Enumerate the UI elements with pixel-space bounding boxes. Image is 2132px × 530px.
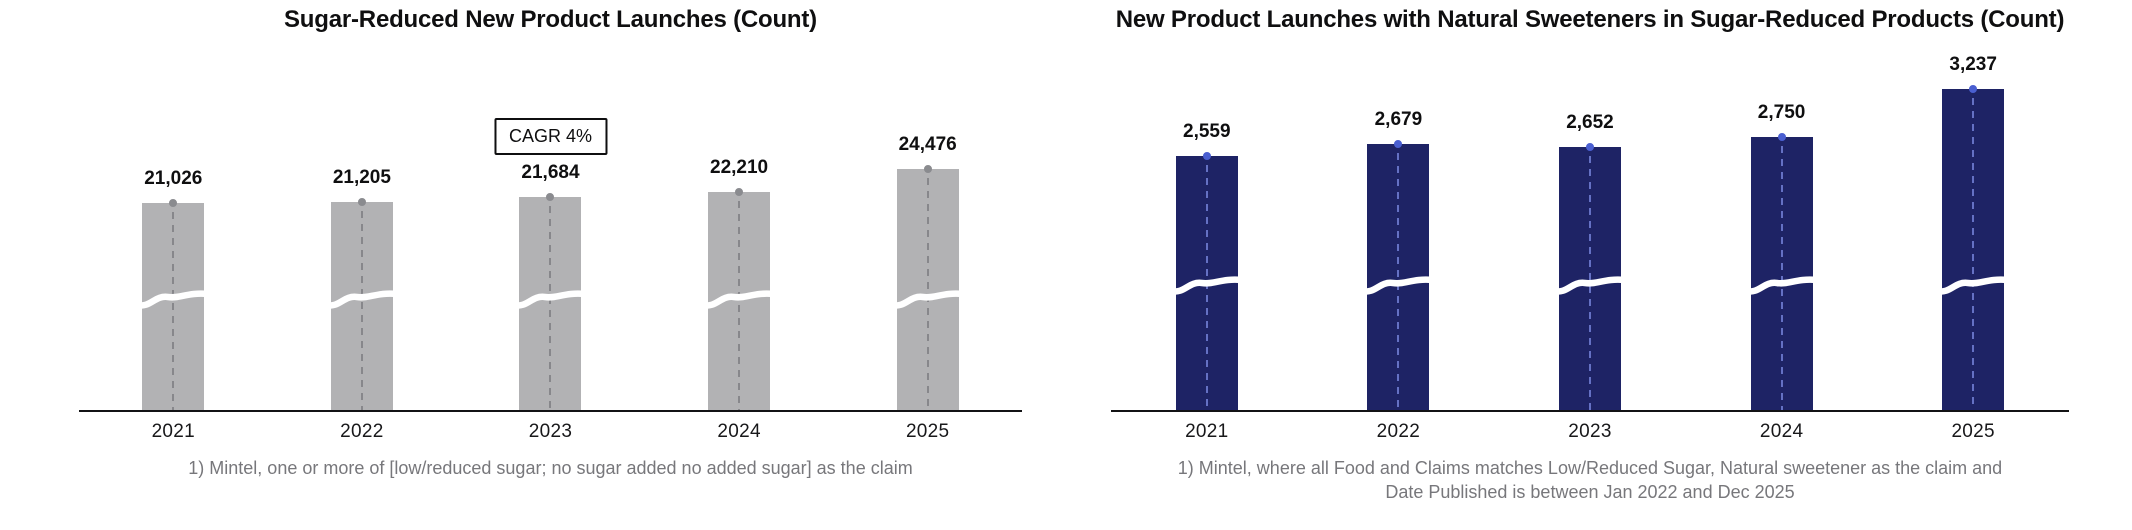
data-point-marker-icon bbox=[169, 199, 178, 207]
data-point-marker-icon bbox=[1202, 152, 1211, 160]
x-axis-label: 2022 bbox=[340, 421, 384, 442]
chart-title: Sugar-Reduced New Product Launches (Coun… bbox=[284, 6, 817, 33]
footnote-line: 1) Mintel, one or more of [low/reduced s… bbox=[188, 458, 913, 478]
bar bbox=[1554, 143, 1626, 411]
bar-group: 21,205 bbox=[268, 0, 457, 411]
bar bbox=[703, 188, 775, 411]
bar-value-label: 21,026 bbox=[144, 168, 203, 189]
bar-group: 21,684 bbox=[456, 0, 645, 411]
bar-value-label: 3,237 bbox=[1949, 54, 1997, 75]
data-point-marker-icon bbox=[1394, 140, 1403, 148]
bar-group: 22,210 bbox=[645, 0, 834, 411]
x-axis-label: 2025 bbox=[905, 421, 950, 442]
x-axis-line bbox=[1111, 410, 2069, 412]
chart-footnote: 1) Mintel, one or more of [low/reduced s… bbox=[79, 457, 1022, 481]
bar-group: 24,476 bbox=[833, 0, 1022, 411]
data-point-marker-icon bbox=[1777, 133, 1786, 141]
bar bbox=[1362, 140, 1434, 411]
x-axis-line bbox=[79, 410, 1022, 412]
cagr-annotation-box: CAGR 4% bbox=[493, 118, 608, 155]
footnote-line: Date Published is between Jan 2022 and D… bbox=[1385, 481, 1795, 502]
plot-area: 2,559 2,679 2,652 2,750 3,237 bbox=[1111, 0, 2069, 411]
chart-footnote: 1) Mintel, where all Food and Claims mat… bbox=[1111, 457, 2069, 505]
bar bbox=[326, 198, 398, 411]
x-axis-label: 2021 bbox=[1185, 421, 1229, 442]
bar-value-label: 24,476 bbox=[898, 134, 957, 155]
bar-value-label: 21,684 bbox=[521, 162, 580, 183]
x-axis-labels: 2021 2022 2023 2024 2025 bbox=[1111, 421, 2069, 443]
x-axis-labels: 2021 2022 2023 2024 2025 bbox=[79, 421, 1022, 443]
data-point-marker-icon bbox=[1969, 85, 1978, 93]
x-axis-label: 2021 bbox=[151, 421, 196, 442]
bar bbox=[1745, 133, 1817, 411]
center-dashed-line bbox=[1972, 98, 1975, 411]
x-axis-label: 2022 bbox=[1376, 421, 1421, 442]
chart-natural-sweetener-launches: New Product Launches with Natural Sweete… bbox=[1111, 0, 2069, 530]
center-dashed-line bbox=[549, 206, 552, 411]
bar bbox=[891, 165, 963, 411]
x-axis-label: 2023 bbox=[1568, 421, 1612, 442]
x-axis-label: 2024 bbox=[1759, 421, 1804, 442]
bar-value-label: 2,750 bbox=[1757, 102, 1806, 123]
bar-value-label: 2,679 bbox=[1374, 109, 1423, 130]
bar-value-label: 21,205 bbox=[332, 167, 391, 188]
bar-group: 2,652 bbox=[1494, 0, 1686, 411]
center-dashed-line bbox=[1397, 153, 1400, 411]
x-axis-label: 2024 bbox=[717, 421, 761, 442]
chart-title: New Product Launches with Natural Sweete… bbox=[1115, 6, 2065, 33]
data-point-marker-icon bbox=[923, 165, 932, 173]
center-dashed-line bbox=[360, 211, 363, 411]
bar-group: 2,750 bbox=[1686, 0, 1878, 411]
bar-value-label: 22,210 bbox=[710, 157, 769, 178]
center-dashed-line bbox=[1780, 146, 1783, 411]
bars-area: 21,026 21,205 21,684 22,210 24,476 bbox=[79, 0, 1022, 411]
center-dashed-line bbox=[1205, 165, 1208, 411]
bar-value-label: 2,652 bbox=[1566, 112, 1614, 133]
bar-group: 21,026 bbox=[79, 0, 268, 411]
bar-value-label: 2,559 bbox=[1183, 121, 1231, 142]
data-point-marker-icon bbox=[1585, 143, 1594, 151]
x-axis-label: 2025 bbox=[1951, 421, 1995, 442]
bar bbox=[1937, 85, 2009, 411]
data-point-marker-icon bbox=[546, 193, 555, 201]
x-axis-label: 2023 bbox=[528, 421, 573, 442]
data-point-marker-icon bbox=[357, 198, 366, 206]
bar-group: 2,679 bbox=[1303, 0, 1495, 411]
center-dashed-line bbox=[1588, 156, 1591, 411]
center-dashed-line bbox=[738, 201, 741, 411]
plot-area: 21,026 21,205 21,684 22,210 24,476 CAGR 4% bbox=[79, 0, 1022, 411]
bar bbox=[514, 193, 586, 411]
chart-sugar-reduced-launches: Sugar-Reduced New Product Launches (Coun… bbox=[79, 0, 1022, 530]
bar bbox=[137, 199, 209, 411]
center-dashed-line bbox=[926, 178, 929, 411]
bar-group: 2,559 bbox=[1111, 0, 1303, 411]
center-dashed-line bbox=[172, 212, 175, 411]
bar bbox=[1171, 152, 1243, 411]
footnote-line: 1) Mintel, where all Food and Claims mat… bbox=[1177, 458, 2003, 478]
data-point-marker-icon bbox=[735, 188, 744, 196]
bar-group: 3,237 bbox=[1877, 0, 2069, 411]
bars-area: 2,559 2,679 2,652 2,750 3,237 bbox=[1111, 0, 2069, 411]
